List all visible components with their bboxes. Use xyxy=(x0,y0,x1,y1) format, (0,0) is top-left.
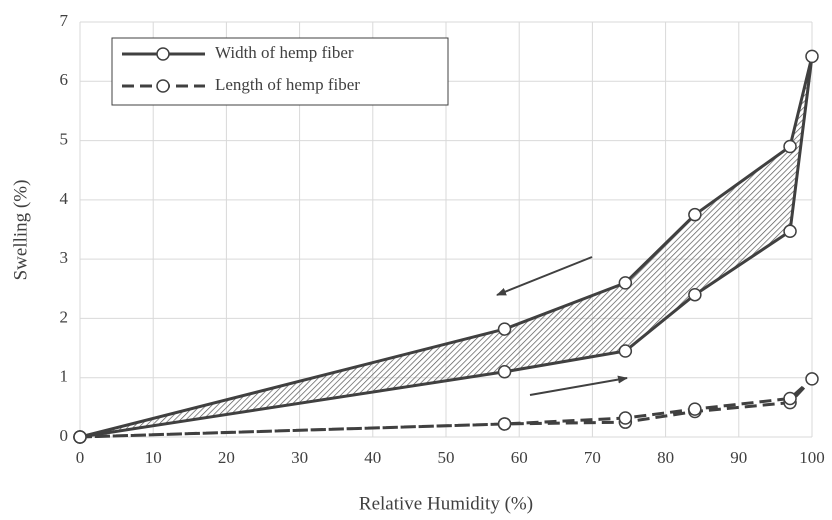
y-tick-label: 7 xyxy=(60,11,69,30)
marker xyxy=(618,411,633,425)
marker xyxy=(805,372,819,386)
x-tick-label: 100 xyxy=(799,448,825,467)
x-tick-label: 70 xyxy=(584,448,601,467)
marker xyxy=(783,391,797,406)
marker xyxy=(618,344,633,358)
y-tick-label: 0 xyxy=(60,426,69,445)
marker xyxy=(618,276,633,290)
legend-box xyxy=(111,37,449,106)
legend-marker xyxy=(156,79,170,93)
y-axis-label: Swelling (%) xyxy=(10,180,31,281)
x-tick-label: 40 xyxy=(364,448,381,467)
marker xyxy=(73,430,87,444)
y-tick-label: 6 xyxy=(60,70,69,89)
marker xyxy=(497,417,512,431)
x-tick-label: 80 xyxy=(657,448,674,467)
marker xyxy=(688,287,702,302)
x-tick-label: 60 xyxy=(511,448,528,467)
y-tick-label: 3 xyxy=(60,248,69,267)
legend-marker xyxy=(156,47,170,61)
x-tick-label: 0 xyxy=(76,448,85,467)
x-tick-label: 90 xyxy=(730,448,747,467)
marker xyxy=(688,207,702,222)
x-tick-label: 10 xyxy=(145,448,162,467)
arrow xyxy=(496,256,593,296)
marker xyxy=(783,139,797,154)
plot-area xyxy=(73,49,819,444)
marker xyxy=(783,224,797,239)
marker xyxy=(497,365,512,379)
legend-label: Length of hemp fiber xyxy=(215,75,360,94)
x-tick-label: 20 xyxy=(218,448,235,467)
arrow xyxy=(529,375,628,396)
marker xyxy=(805,49,819,64)
marker xyxy=(497,322,512,336)
y-tick-label: 2 xyxy=(60,307,69,326)
y-tick-label: 4 xyxy=(60,189,69,208)
legend: Width of hemp fiber Length of hemp fiber xyxy=(111,37,449,106)
x-tick-label: 30 xyxy=(291,448,308,467)
x-tick-label: 50 xyxy=(438,448,455,467)
y-tick-label: 5 xyxy=(60,129,69,148)
legend-label: Width of hemp fiber xyxy=(215,43,354,62)
x-axis-label: Relative Humidity (%) xyxy=(359,493,533,514)
marker xyxy=(688,402,702,416)
y-tick-label: 1 xyxy=(60,367,69,386)
